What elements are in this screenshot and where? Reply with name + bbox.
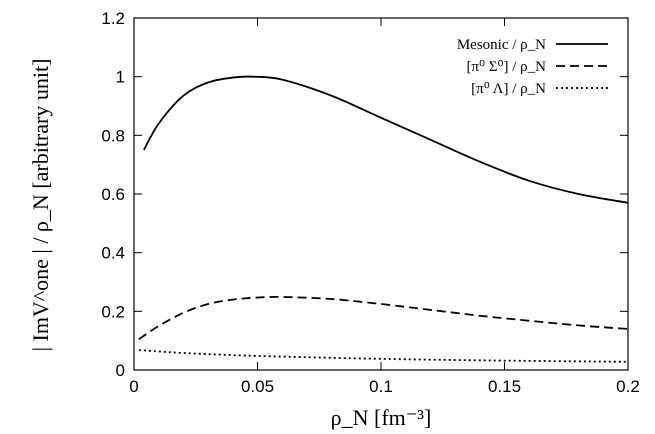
y-tick-label: 0.8 bbox=[101, 126, 125, 145]
plot-frame bbox=[133, 17, 629, 371]
y-tick-label: 1 bbox=[116, 68, 125, 87]
y-tick-label: 1.2 bbox=[101, 9, 125, 28]
y-tick-label: 0.4 bbox=[101, 244, 125, 263]
legend: Mesonic / ρ_N [π⁰ Σ⁰] / ρ_N [π⁰ Λ] / ρ_N bbox=[457, 37, 608, 97]
legend-label-1: Mesonic / ρ_N bbox=[457, 37, 546, 53]
ticks: 0 0.05 0.1 0.15 0.2 0 0.2 0.4 0.6 0.8 1 1.2 bbox=[101, 9, 639, 396]
y-tick-label: 0 bbox=[116, 361, 125, 380]
y-tick-label: 0.6 bbox=[101, 185, 125, 204]
y-axis-label: | ImV^one | / ρ_N [arbitrary unit] bbox=[28, 59, 53, 352]
x-axis-label: ρ_N [fm⁻³] bbox=[331, 405, 432, 430]
series-group bbox=[138, 75, 629, 363]
x-tick-label: 0.2 bbox=[616, 377, 640, 396]
y-tick-label: 0.2 bbox=[101, 302, 125, 321]
legend-label-2: [π⁰ Σ⁰] / ρ_N bbox=[466, 59, 546, 75]
x-tick-label: 0.1 bbox=[369, 377, 393, 396]
legend-label-3: [π⁰ Λ] / ρ_N bbox=[471, 81, 546, 97]
series-line-3 bbox=[138, 349, 629, 363]
x-tick-label: 0.05 bbox=[241, 377, 274, 396]
x-tick-label: 0.15 bbox=[488, 377, 521, 396]
series-line-1 bbox=[143, 75, 629, 204]
series-line-2 bbox=[138, 295, 629, 340]
x-tick-label: 0 bbox=[129, 377, 138, 396]
